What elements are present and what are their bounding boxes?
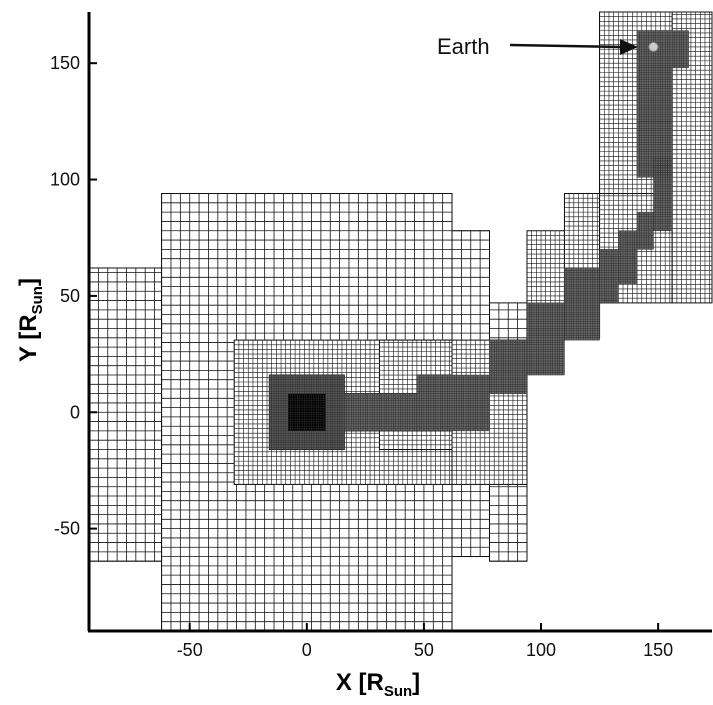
x-tick-label: 100 bbox=[526, 640, 556, 660]
ticks bbox=[89, 62, 660, 631]
y-tick-label: 0 bbox=[70, 402, 80, 422]
x-axis-title-end: ] bbox=[412, 669, 420, 696]
refined-region-grid-7 bbox=[599, 249, 619, 304]
earth-label: Earth bbox=[437, 34, 490, 59]
grid-blocks bbox=[88, 11, 713, 632]
x-axis-title-main: X [R bbox=[336, 669, 384, 696]
y-tick-label: 150 bbox=[50, 53, 80, 73]
earth-annotation: Earth bbox=[437, 34, 638, 59]
x-axis-title: X [RSun] bbox=[336, 669, 420, 700]
refined-region-grid-2 bbox=[344, 393, 418, 432]
y-tick-label: 100 bbox=[50, 170, 80, 190]
refined-corridor-grid bbox=[269, 30, 689, 450]
tick-labels: -50 0 50 100 150 -50 0 50 100 150 bbox=[50, 53, 673, 660]
y-axis-title-end: ] bbox=[15, 278, 42, 286]
refined-region-6 bbox=[564, 267, 600, 341]
earth-marker bbox=[648, 41, 659, 52]
refined-region-grid-1 bbox=[269, 374, 345, 450]
earth-arrow-line bbox=[509, 43, 624, 49]
x-axis-title-sub: Sun bbox=[384, 683, 412, 700]
y-axis-title-sub: Sun bbox=[29, 286, 46, 314]
y-tick-label: -50 bbox=[54, 519, 80, 539]
refined-region-grid-4 bbox=[489, 339, 528, 394]
x-tick-label: 0 bbox=[302, 640, 312, 660]
refined-region-grid-6 bbox=[564, 267, 600, 341]
x-tick-label: 150 bbox=[643, 640, 673, 660]
y-axis-title: Y [RSun] bbox=[15, 278, 46, 362]
refined-region-12 bbox=[637, 67, 673, 122]
refined-region-grid-9 bbox=[636, 211, 654, 250]
refined-region-grid-8 bbox=[618, 230, 638, 285]
refined-region-grid-3 bbox=[416, 374, 490, 432]
grid-block-1 bbox=[88, 267, 163, 562]
x-tick-label: -50 bbox=[177, 640, 203, 660]
y-axis-title-main: Y [R bbox=[15, 314, 42, 362]
refined-region-grid-12 bbox=[636, 67, 673, 122]
earth-arrow-head bbox=[620, 39, 638, 55]
x-tick-label: 50 bbox=[414, 640, 434, 660]
y-tick-label: 50 bbox=[60, 286, 80, 306]
refined-region-grid-11 bbox=[636, 121, 673, 178]
